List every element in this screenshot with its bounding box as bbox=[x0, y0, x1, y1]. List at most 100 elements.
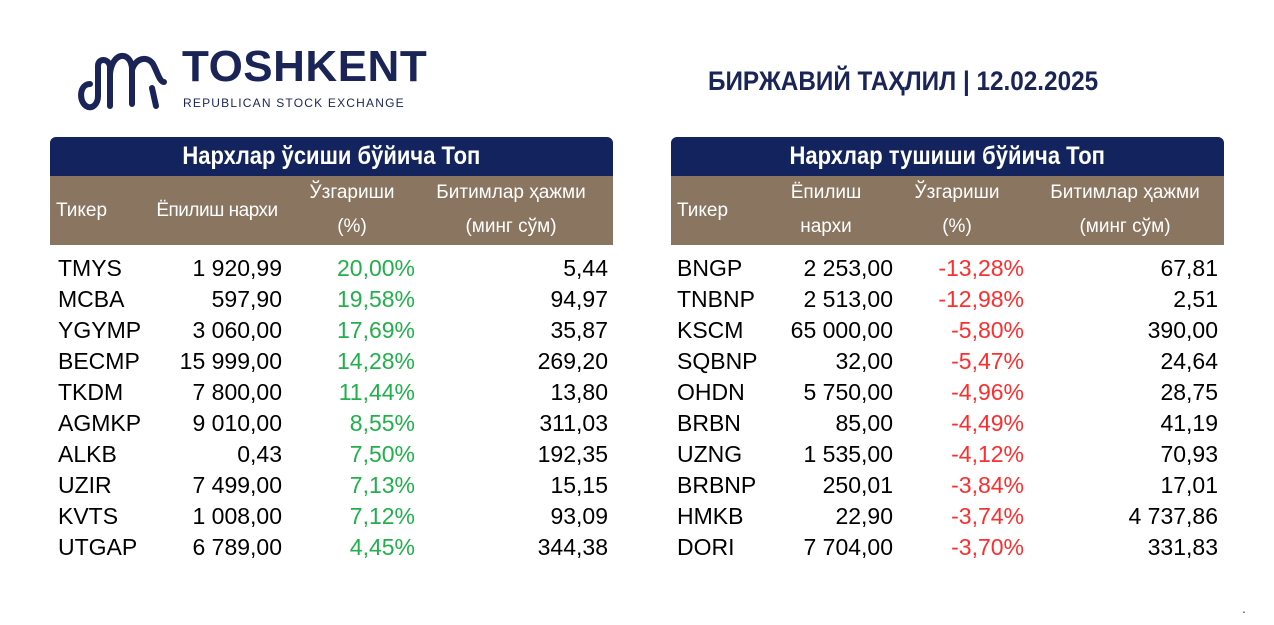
price-cell: 2 513,00 bbox=[803, 286, 893, 312]
gainers-column-headers: Тикер Ёпилиш нархи Ўзгариши (%) Битимлар… bbox=[50, 176, 613, 245]
volume-cell: 331,83 bbox=[1147, 534, 1218, 560]
losers-table: Нархлар тушиши бўйича Топ Тикер Ёпилиш н… bbox=[671, 137, 1224, 563]
ticker-cell: UTGAP bbox=[58, 534, 138, 560]
volume-cell: 344,38 bbox=[537, 534, 608, 560]
volume-cell: 24,64 bbox=[1160, 348, 1218, 374]
header-volume-line1: Битимлар ҳажми bbox=[1050, 182, 1200, 203]
volume-cell: 70,93 bbox=[1160, 441, 1218, 467]
ticker-cell: UZNG bbox=[677, 441, 743, 467]
change-cell: -5,80% bbox=[951, 317, 1024, 343]
change-cell: 7,50% bbox=[349, 441, 415, 467]
volume-cell: 15,15 bbox=[550, 472, 608, 498]
header-change-line1: Ўзгариши bbox=[914, 182, 1000, 203]
losers-column-headers: Тикер Ёпилиш нархи Ўзгариши (%) Битимлар… bbox=[671, 176, 1224, 245]
ticker-cell: HMKB bbox=[677, 503, 744, 529]
table-row: UZNG 1 535,00 -4,12% 70,93 bbox=[671, 439, 1224, 470]
volume-cell: 192,35 bbox=[537, 441, 608, 467]
table-row: DORI 7 704,00 -3,70% 331,83 bbox=[671, 532, 1224, 563]
ticker-cell: DORI bbox=[677, 534, 735, 560]
ticker-cell: BRBN bbox=[677, 410, 741, 436]
volume-cell: 4 737,86 bbox=[1128, 503, 1218, 529]
table-row: TMYS 1 920,99 20,00% 5,44 bbox=[50, 253, 613, 284]
volume-cell: 35,87 bbox=[550, 317, 608, 343]
price-cell: 1 535,00 bbox=[803, 441, 893, 467]
price-cell: 2 253,00 bbox=[803, 255, 893, 281]
table-row: TKDM 7 800,00 11,44% 13,80 bbox=[50, 377, 613, 408]
table-row: SQBNP 32,00 -5,47% 24,64 bbox=[671, 346, 1224, 377]
ticker-cell: YGYMP bbox=[58, 317, 142, 343]
table-row: HMKB 22,90 -3,74% 4 737,86 bbox=[671, 501, 1224, 532]
logo-title: TOSHKENT bbox=[182, 42, 428, 91]
price-cell: 7 704,00 bbox=[803, 534, 893, 560]
ticker-cell: MCBA bbox=[58, 286, 125, 312]
losers-title-bar: Нархлар тушиши бўйича Топ bbox=[671, 137, 1224, 176]
table-row: KVTS 1 008,00 7,12% 93,09 bbox=[50, 501, 613, 532]
price-cell: 5 750,00 bbox=[803, 379, 893, 405]
header-ticker: Тикер bbox=[677, 200, 729, 221]
header-change-line2: (%) bbox=[942, 216, 972, 237]
volume-cell: 311,03 bbox=[539, 410, 608, 436]
table-row: BECMP 15 999,00 14,28% 269,20 bbox=[50, 346, 613, 377]
volume-cell: 28,75 bbox=[1160, 379, 1218, 405]
volume-cell: 41,19 bbox=[1160, 410, 1218, 436]
change-cell: 11,44% bbox=[338, 379, 415, 405]
volume-cell: 67,81 bbox=[1160, 255, 1218, 281]
price-cell: 250,01 bbox=[822, 472, 893, 498]
gainers-rows: TMYS 1 920,99 20,00% 5,44 MCBA 597,90 19… bbox=[50, 245, 613, 563]
footer-mark: . bbox=[1242, 600, 1246, 616]
change-cell: 4,45% bbox=[349, 534, 415, 560]
table-row: MCBA 597,90 19,58% 94,97 bbox=[50, 284, 613, 315]
header-volume-line1: Битимлар ҳажми bbox=[436, 182, 586, 203]
volume-cell: 2,51 bbox=[1173, 286, 1218, 312]
change-cell: 17,69% bbox=[336, 317, 415, 343]
header-price-line1: Ёпилиш bbox=[790, 182, 862, 203]
price-cell: 15 999,00 bbox=[179, 348, 282, 374]
change-cell: -3,74% bbox=[951, 503, 1024, 529]
header-price-line2: нархи bbox=[800, 216, 852, 237]
change-cell: -12,98% bbox=[938, 286, 1024, 312]
price-cell: 65 000,00 bbox=[790, 317, 893, 343]
change-cell: 20,00% bbox=[336, 255, 415, 281]
volume-cell: 93,09 bbox=[550, 503, 608, 529]
ticker-cell: KSCM bbox=[677, 317, 744, 343]
volume-cell: 94,97 bbox=[550, 286, 608, 312]
ticker-cell: BRBNP bbox=[677, 472, 757, 498]
price-cell: 32,00 bbox=[835, 348, 893, 374]
header-ticker: Тикер bbox=[56, 200, 108, 221]
header-change-line2: (%) bbox=[337, 216, 367, 237]
table-row: ALKB 0,43 7,50% 192,35 bbox=[50, 439, 613, 470]
table-row: UTGAP 6 789,00 4,45% 344,38 bbox=[50, 532, 613, 563]
price-cell: 0,43 bbox=[237, 441, 282, 467]
volume-cell: 17,01 bbox=[1160, 472, 1218, 498]
price-cell: 3 060,00 bbox=[192, 317, 282, 343]
price-cell: 6 789,00 bbox=[192, 534, 282, 560]
ticker-cell: AGMKP bbox=[58, 410, 142, 436]
ticker-cell: SQBNP bbox=[677, 348, 758, 374]
header-volume-line2: (минг сўм) bbox=[465, 216, 557, 237]
change-cell: -4,96% bbox=[951, 379, 1024, 405]
ticker-cell: ALKB bbox=[58, 441, 117, 467]
table-row: BRBNP 250,01 -3,84% 17,01 bbox=[671, 470, 1224, 501]
change-cell: -4,49% bbox=[951, 410, 1024, 436]
losers-title: Нархлар тушиши бўйича Топ bbox=[789, 142, 1106, 170]
gainers-title-bar: Нархлар ўсиши бўйича Топ bbox=[50, 137, 613, 176]
change-cell: 7,12% bbox=[349, 503, 415, 529]
change-cell: -13,28% bbox=[938, 255, 1024, 281]
header-closing-price: Ёпилиш нархи bbox=[156, 200, 278, 221]
change-cell: 8,55% bbox=[349, 410, 415, 436]
price-cell: 1 920,99 bbox=[192, 255, 282, 281]
table-row: BNGP 2 253,00 -13,28% 67,81 bbox=[671, 253, 1224, 284]
gainers-title: Нархлар ўсиши бўйича Топ bbox=[182, 142, 481, 170]
exchange-emblem-icon bbox=[78, 53, 167, 111]
losers-rows: BNGP 2 253,00 -13,28% 67,81 TNBNP 2 513,… bbox=[671, 245, 1224, 563]
report-title: БИРЖАВИЙ ТАҲЛИЛ | 12.02.2025 bbox=[708, 66, 1099, 96]
volume-cell: 390,00 bbox=[1147, 317, 1218, 343]
price-cell: 85,00 bbox=[835, 410, 893, 436]
change-cell: 19,58% bbox=[336, 286, 415, 312]
table-row: BRBN 85,00 -4,49% 41,19 bbox=[671, 408, 1224, 439]
price-cell: 7 499,00 bbox=[192, 472, 282, 498]
gainers-table: Нархлар ўсиши бўйича Топ Тикер Ёпилиш на… bbox=[50, 137, 613, 563]
table-row: OHDN 5 750,00 -4,96% 28,75 bbox=[671, 377, 1224, 408]
price-cell: 1 008,00 bbox=[192, 503, 282, 529]
header-change-line1: Ўзгариши bbox=[309, 182, 395, 203]
